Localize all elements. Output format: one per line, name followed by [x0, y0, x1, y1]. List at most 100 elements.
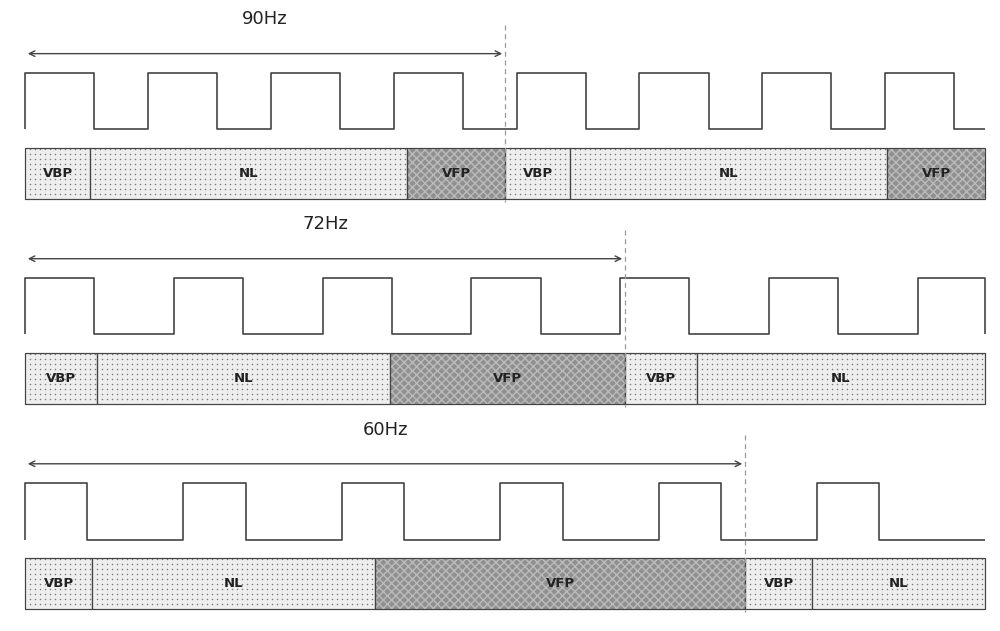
Point: [77, 374, 93, 384]
Point: [37, 379, 53, 389]
Point: [47, 349, 63, 359]
Point: [304, 559, 320, 569]
Point: [899, 394, 915, 404]
Point: [637, 149, 653, 159]
Point: [302, 184, 318, 194]
Point: [797, 168, 813, 179]
Point: [944, 594, 960, 604]
Point: [119, 584, 135, 594]
Point: [302, 154, 318, 164]
Point: [772, 569, 788, 579]
Point: [319, 559, 335, 569]
Point: [909, 569, 925, 579]
Point: [537, 144, 553, 154]
Point: [122, 174, 138, 184]
Point: [264, 394, 280, 404]
Point: [757, 184, 773, 194]
Point: [792, 163, 808, 174]
Point: [32, 579, 48, 589]
Point: [219, 584, 235, 594]
Point: [807, 184, 823, 194]
Point: [294, 379, 310, 389]
Point: [387, 189, 403, 199]
Point: [752, 174, 768, 184]
Point: [847, 174, 863, 184]
Point: [72, 394, 88, 404]
Point: [364, 599, 380, 609]
Bar: [90, 148, 407, 199]
Point: [244, 589, 260, 599]
Point: [144, 389, 160, 399]
Point: [682, 174, 698, 184]
Point: [302, 174, 318, 184]
Point: [132, 159, 148, 169]
Point: [132, 179, 148, 189]
Point: [62, 574, 78, 584]
Point: [852, 144, 868, 154]
Point: [817, 159, 833, 169]
Point: [547, 149, 563, 159]
Point: [862, 184, 878, 194]
Point: [184, 379, 200, 389]
Point: [42, 149, 58, 159]
Point: [154, 379, 170, 389]
Point: [799, 369, 815, 379]
Point: [849, 354, 865, 364]
Point: [137, 144, 153, 154]
Point: [137, 159, 153, 169]
Point: [752, 584, 768, 594]
Point: [274, 564, 290, 574]
Point: [169, 599, 185, 609]
Point: [852, 154, 868, 164]
Point: [752, 554, 768, 564]
Point: [197, 159, 213, 169]
Point: [307, 174, 323, 184]
Point: [244, 364, 260, 374]
Point: [884, 564, 900, 574]
Point: [174, 364, 190, 374]
Point: [899, 594, 915, 604]
Point: [507, 163, 523, 174]
Point: [782, 574, 798, 584]
Point: [527, 174, 543, 184]
Point: [374, 364, 390, 374]
Point: [209, 589, 225, 599]
Point: [617, 163, 633, 174]
Point: [302, 149, 318, 159]
Point: [392, 189, 408, 199]
Point: [884, 394, 900, 404]
Point: [344, 389, 360, 399]
Point: [849, 574, 865, 584]
Point: [57, 369, 73, 379]
Point: [324, 384, 340, 394]
Point: [217, 163, 233, 174]
Point: [339, 559, 355, 569]
Point: [552, 174, 568, 184]
Point: [264, 364, 280, 374]
Point: [94, 359, 110, 369]
Point: [809, 394, 825, 404]
Point: [847, 184, 863, 194]
Point: [184, 584, 200, 594]
Point: [367, 174, 383, 184]
Point: [839, 349, 855, 359]
Point: [567, 149, 583, 159]
Point: [187, 168, 203, 179]
Point: [177, 184, 193, 194]
Point: [302, 189, 318, 199]
Point: [807, 174, 823, 184]
Point: [852, 184, 868, 194]
Point: [32, 149, 48, 159]
Point: [532, 184, 548, 194]
Point: [157, 168, 173, 179]
Point: [834, 394, 850, 404]
Point: [672, 168, 688, 179]
Point: [104, 574, 120, 584]
Point: [272, 149, 288, 159]
Point: [269, 349, 285, 359]
Point: [622, 369, 638, 379]
Point: [319, 579, 335, 589]
Point: [227, 144, 243, 154]
Point: [729, 369, 745, 379]
Point: [229, 349, 245, 359]
